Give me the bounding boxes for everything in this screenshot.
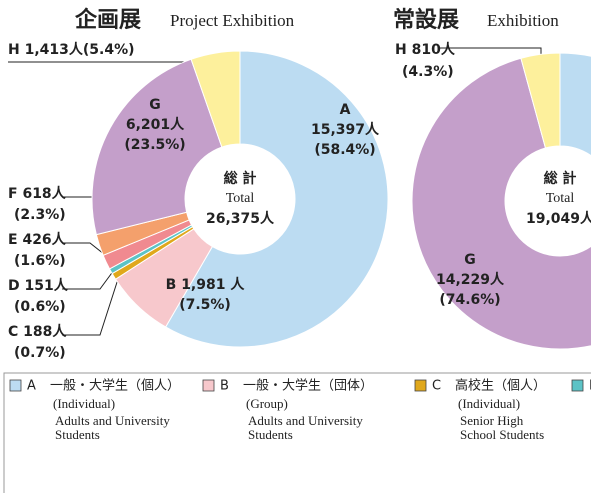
data-label: A (340, 102, 351, 118)
donut-slice (190, 50, 241, 148)
label-percent: (0.7%) (14, 345, 66, 361)
data-label: B 1,981 人 (166, 276, 246, 293)
data-label: E 426人 (8, 231, 67, 248)
label-value: 15,397人 (311, 121, 380, 138)
label-category: E (8, 232, 18, 248)
data-label: (74.6%) (439, 292, 500, 308)
legend-swatch (414, 379, 427, 392)
label-category: A (340, 102, 351, 118)
center-title: 総 計 (544, 170, 577, 187)
legend-box (3, 372, 591, 493)
legend-english: Students (55, 427, 100, 442)
legend-english: Adults and University (248, 413, 363, 428)
legend-key: A (27, 379, 36, 394)
legend-name: 一般・大学生（団体） (243, 378, 373, 394)
donut-slice (559, 52, 591, 157)
label-percent: (4.3%) (402, 64, 454, 80)
legend-paren: (Group) (246, 396, 288, 411)
data-label: C 188人 (8, 323, 67, 340)
label-category: G (149, 97, 161, 113)
data-label: (2.3%) (14, 207, 66, 223)
legend-paren: (Individual) (458, 396, 520, 411)
legend-english: Adults and University (55, 413, 170, 428)
data-label: F 618人 (8, 185, 67, 202)
legend-key: B (220, 379, 229, 394)
label-percent: (7.5%) (179, 297, 231, 313)
label-category: C (8, 324, 18, 340)
chart-subtitle: Project Exhibition (170, 11, 295, 30)
label-percent: (58.4%) (314, 142, 375, 158)
data-label: (23.5%) (124, 137, 185, 153)
data-label: (7.5%) (179, 297, 231, 313)
label-value: 618人 (22, 185, 66, 202)
label-value: 151人 (25, 277, 69, 294)
data-label: (58.4%) (314, 142, 375, 158)
label-value: 1,413人 (25, 41, 84, 58)
leader-line (62, 275, 120, 336)
label-value: 810人 (412, 41, 456, 58)
label-category: F (8, 186, 18, 202)
label-category: G (464, 252, 476, 268)
data-label: H 1,413人(5.4%) (8, 41, 135, 58)
label-category: H (395, 42, 407, 58)
label-percent: (23.5%) (124, 137, 185, 153)
label-category: D (8, 278, 20, 294)
legend-key: C (432, 379, 441, 394)
chart-subtitle: Exhibition (487, 11, 559, 30)
center-title: 総 計 (224, 170, 257, 187)
label-value: 426人 (22, 231, 66, 248)
data-label: 15,397人 (311, 121, 380, 138)
label-percent: (5.4%) (83, 42, 135, 58)
label-value: 188人 (23, 323, 67, 340)
center-subtitle: Total (226, 191, 255, 206)
chart-title: 企画展 (74, 7, 141, 33)
data-label: (0.7%) (14, 345, 66, 361)
data-label: G (149, 97, 161, 113)
label-percent: (1.6%) (14, 253, 66, 269)
label-category: H (8, 42, 20, 58)
label-value: 1,981 人 (181, 276, 245, 293)
chart-title: 常設展 (393, 7, 459, 33)
label-percent: (0.6%) (14, 299, 66, 315)
legend-swatch (202, 379, 215, 392)
label-percent: (2.3%) (14, 207, 66, 223)
legend-key: D (589, 379, 591, 394)
center-total: 19,049人 (526, 210, 591, 227)
center-subtitle: Total (546, 191, 575, 206)
donut-slice (411, 57, 591, 350)
data-label: (1.6%) (14, 253, 66, 269)
center-total: 26,375人 (206, 210, 275, 227)
data-label: 6,201人 (126, 116, 185, 133)
data-label: (4.3%) (402, 64, 454, 80)
data-label: (0.6%) (14, 299, 66, 315)
legend-paren: (Individual) (53, 396, 115, 411)
donut-slice (91, 58, 223, 236)
data-label: D 151人 (8, 277, 69, 294)
label-value: 6,201人 (126, 116, 185, 133)
data-label: G (464, 252, 476, 268)
label-category: B (166, 277, 177, 293)
leader-line (62, 269, 115, 290)
data-label: 14,229人 (436, 271, 505, 288)
donut-slice (520, 52, 561, 149)
legend-english: Students (248, 427, 293, 442)
donut-slice (164, 50, 389, 348)
legend-english: School Students (460, 427, 544, 442)
label-value: 14,229人 (436, 271, 505, 288)
legend-name: 一般・大学生（個人） (50, 378, 180, 394)
label-percent: (74.6%) (439, 292, 500, 308)
data-label: H 810人 (395, 41, 456, 58)
legend-english: Senior High (460, 413, 524, 428)
legend-swatch (9, 379, 22, 392)
legend-name: 高校生（個人） (455, 378, 546, 394)
legend-swatch (571, 379, 584, 392)
